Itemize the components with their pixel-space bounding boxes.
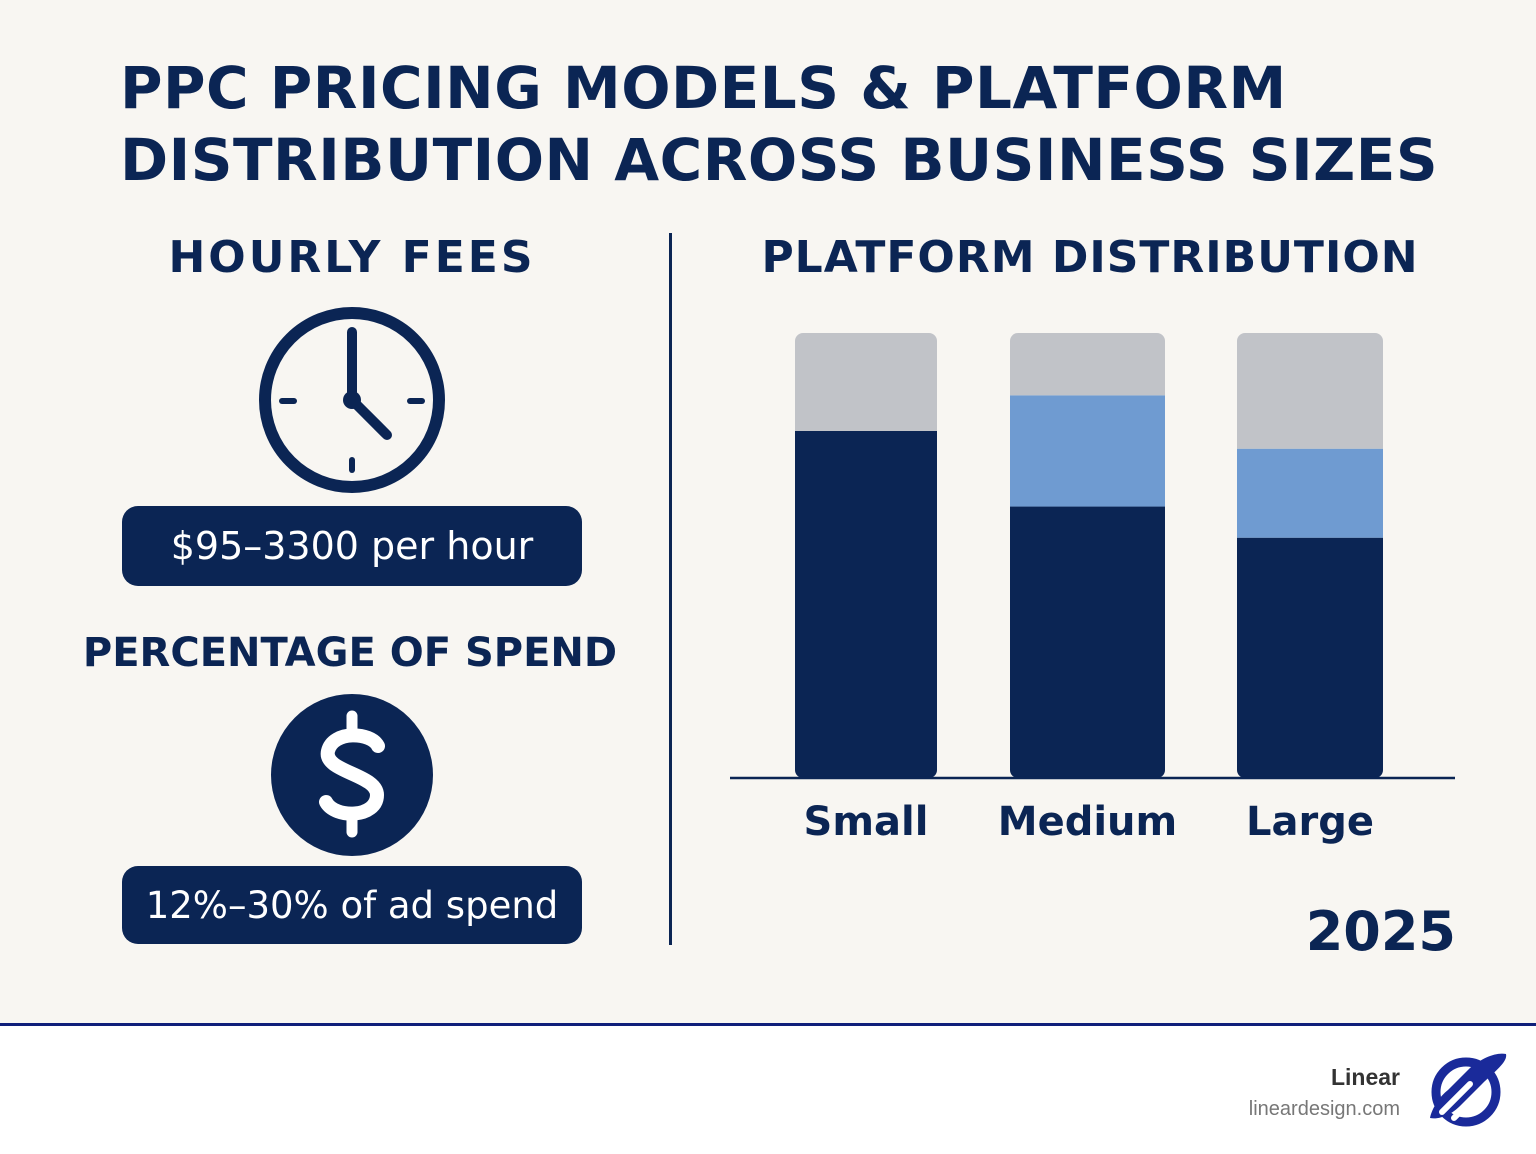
percentage-of-spend-heading: PERCENTAGE OF SPEND (82, 630, 618, 676)
brand-url: lineardesign.com (1248, 1098, 1400, 1120)
bar-medium (1010, 333, 1165, 778)
bar-segment-medium-3 (1010, 333, 1165, 396)
footer-divider (0, 1023, 1536, 1026)
dollar-icon (271, 694, 433, 856)
bar-segment-small-1 (795, 430, 937, 778)
bar-segment-large-1 (1237, 537, 1383, 778)
clock-icon (259, 307, 445, 493)
x-tick-label: Large (1246, 799, 1374, 845)
bar-small (795, 333, 937, 778)
title-line-2: DISTRIBUTION ACROSS BUSINESS SIZES (120, 126, 1439, 194)
bar-segment-small-3 (795, 333, 937, 431)
platform-distribution-heading: PLATFORM DISTRIBUTION (761, 232, 1419, 283)
column-divider (669, 233, 672, 945)
infographic-canvas: PPC PRICING MODELS & PLATFORM DISTRIBUTI… (0, 0, 1536, 1025)
bar-segment-medium-2 (1010, 395, 1165, 507)
title-line-1: PPC PRICING MODELS & PLATFORM (120, 54, 1287, 122)
hourly-fee-value: $95–3300 per hour (170, 524, 534, 568)
bar-large (1237, 333, 1383, 778)
bar-segment-medium-1 (1010, 506, 1165, 778)
x-tick-label: Small (804, 799, 929, 845)
platform-distribution-chart: Small Medium Large (730, 333, 1455, 845)
percentage-value: 12%–30% of ad spend (145, 883, 559, 927)
hourly-fees-heading: HOURLY FEES (168, 232, 536, 283)
year-label: 2025 (1305, 900, 1456, 963)
hourly-fee-badge: $95–3300 per hour (122, 506, 582, 586)
rocket-logo-icon (1430, 1053, 1507, 1127)
percentage-badge: 12%–30% of ad spend (122, 866, 582, 944)
bar-segment-large-2 (1237, 448, 1383, 538)
page-title: PPC PRICING MODELS & PLATFORM DISTRIBUTI… (120, 52, 1439, 196)
bar-segment-large-3 (1237, 333, 1383, 449)
brand-name: Linear (1330, 1064, 1400, 1090)
x-tick-label: Medium (998, 799, 1177, 845)
